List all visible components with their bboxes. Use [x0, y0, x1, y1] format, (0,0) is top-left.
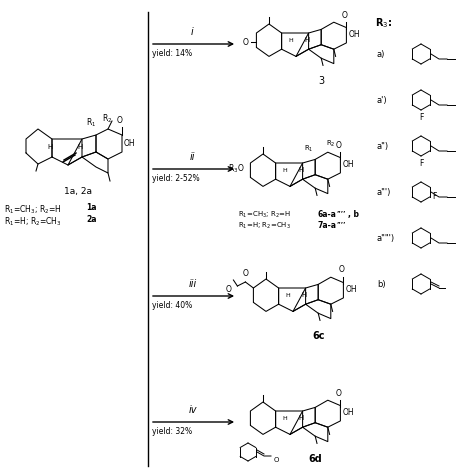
Text: R$_3$:: R$_3$:	[375, 16, 392, 30]
Text: O: O	[342, 10, 347, 19]
Text: H: H	[301, 292, 306, 298]
Text: R$_3$O: R$_3$O	[228, 162, 245, 174]
Text: H: H	[282, 416, 287, 421]
Text: OH: OH	[342, 160, 354, 169]
Text: 3: 3	[318, 76, 324, 86]
Text: ’’’’: ’’’’	[337, 210, 346, 215]
Text: yield: 2-52%: yield: 2-52%	[152, 174, 200, 183]
Text: b): b)	[377, 280, 386, 289]
Text: iii: iii	[188, 279, 197, 289]
Text: a"): a")	[377, 142, 389, 151]
Text: OH: OH	[124, 138, 136, 147]
Text: R$_1$=CH$_3$; R$_2$=H: R$_1$=CH$_3$; R$_2$=H	[4, 203, 62, 216]
Text: H: H	[298, 167, 303, 173]
Text: R$_1$: R$_1$	[304, 144, 313, 154]
Text: O: O	[226, 285, 231, 294]
Text: O: O	[274, 457, 279, 463]
Text: R$_2$: R$_2$	[326, 138, 336, 149]
Text: O: O	[243, 269, 248, 278]
Text: F: F	[432, 192, 436, 201]
Text: 7a-a: 7a-a	[318, 221, 337, 230]
Text: R$_1$=H; R$_2$=CH$_3$: R$_1$=H; R$_2$=CH$_3$	[238, 221, 291, 231]
Text: 6d: 6d	[308, 454, 322, 464]
Text: ’’’’: ’’’’	[337, 221, 346, 226]
Text: yield: 14%: yield: 14%	[152, 49, 192, 58]
Text: O: O	[336, 140, 342, 149]
Text: H: H	[285, 293, 290, 298]
Text: H: H	[304, 37, 310, 43]
Text: H: H	[282, 168, 287, 173]
Text: yield: 40%: yield: 40%	[152, 301, 192, 310]
Text: yield: 32%: yield: 32%	[152, 427, 192, 436]
Text: R$_1$=H; R$_2$=CH$_3$: R$_1$=H; R$_2$=CH$_3$	[4, 215, 62, 228]
Text: OH: OH	[342, 408, 354, 417]
Text: OH: OH	[348, 30, 360, 39]
Text: H: H	[77, 144, 82, 150]
Text: 1a: 1a	[86, 203, 97, 212]
Text: a): a)	[377, 49, 385, 58]
Text: H: H	[47, 144, 53, 150]
Text: H: H	[298, 415, 303, 421]
Text: 6c: 6c	[312, 331, 324, 341]
Text: iv: iv	[188, 405, 197, 415]
Text: R$_2$: R$_2$	[102, 112, 112, 125]
Text: a"'): a"')	[377, 188, 392, 197]
Text: ii: ii	[190, 152, 195, 162]
Text: OH: OH	[345, 285, 357, 294]
Text: O: O	[336, 389, 342, 398]
Text: F: F	[419, 113, 423, 122]
Text: O: O	[338, 265, 345, 274]
Text: 2a: 2a	[86, 215, 97, 224]
Text: H: H	[288, 38, 293, 43]
Text: R$_1$=CH$_3$; R$_2$=H: R$_1$=CH$_3$; R$_2$=H	[238, 210, 291, 220]
Text: i: i	[191, 27, 194, 37]
Text: O: O	[242, 37, 248, 46]
Text: O: O	[117, 116, 123, 125]
Text: R$_1$: R$_1$	[86, 117, 96, 129]
Text: a'): a')	[377, 95, 388, 104]
Text: , b: , b	[348, 210, 359, 219]
Text: a""'): a""')	[377, 234, 395, 243]
Text: 1a, 2a: 1a, 2a	[64, 187, 92, 196]
Text: F: F	[419, 159, 423, 168]
Text: 6a-a: 6a-a	[318, 210, 337, 219]
